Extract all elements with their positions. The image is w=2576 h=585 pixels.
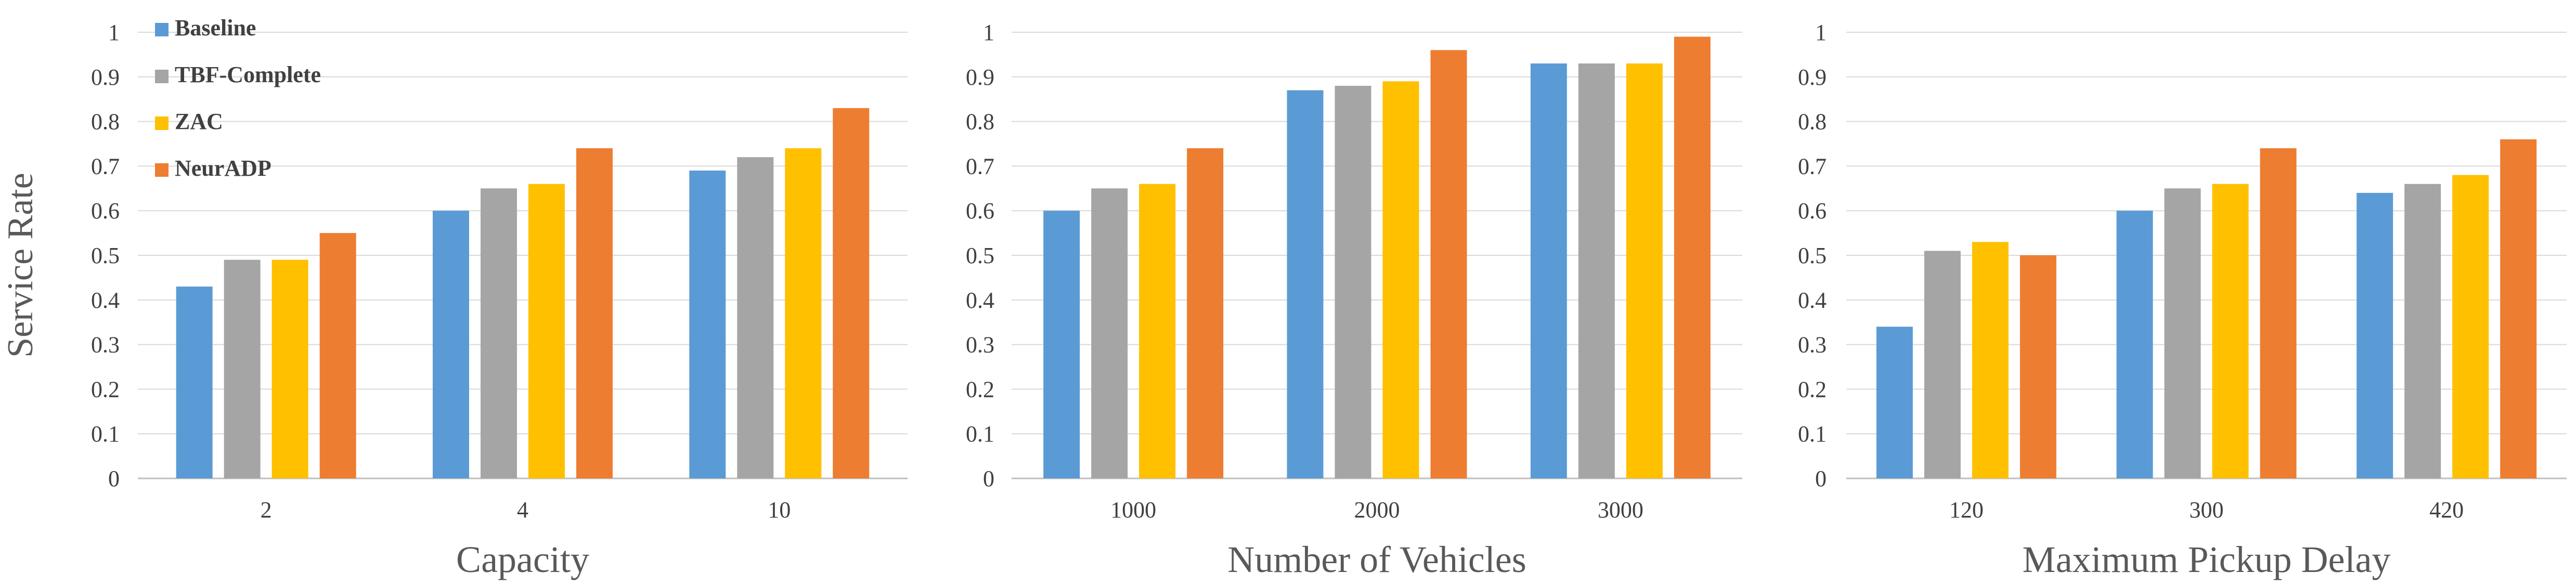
chart-panel-1: 0 0.1 0.2 0.3 0.4 0.5 0.6 0.7 0.8 0.9 1 2 4 10 Capacit… <box>91 20 908 580</box>
bar-neuradp <box>2020 255 2056 478</box>
y-tick-label: 0.8 <box>966 109 994 135</box>
y-tick-label: 0.6 <box>1798 198 1827 224</box>
x-tick-label: 420 <box>2429 497 2464 523</box>
bar-zac <box>271 259 308 478</box>
y-tick-label: 0.2 <box>1798 376 1827 402</box>
bar-tbf-complete <box>224 259 261 478</box>
y-tick-label: 1 <box>983 20 994 45</box>
x-tick-label: 300 <box>2190 497 2224 523</box>
y-tick-label: 0.7 <box>91 153 120 179</box>
bar-baseline <box>1287 90 1324 479</box>
bar-baseline <box>2357 192 2393 478</box>
y-tick-label: 0.3 <box>966 332 994 358</box>
bar-neuradp <box>1187 148 1224 479</box>
x-tick-label: 3000 <box>1598 497 1643 523</box>
y-tick-label: 0 <box>983 466 994 491</box>
chart-panel-3: 0 0.1 0.2 0.3 0.4 0.5 0.6 0.7 0.8 0.9 1 120 300 420 Ma… <box>1798 20 2567 580</box>
bar-baseline <box>1043 211 1080 478</box>
bar-zac <box>785 148 822 479</box>
y-tick-label: 0.9 <box>1798 64 1827 90</box>
chart-panel-2: 0 0.1 0.2 0.3 0.4 0.5 0.6 0.7 0.8 0.9 1 1000 2000 300… <box>966 20 1742 580</box>
y-axis-label: Service Rate <box>1 173 41 358</box>
y-tick-label: 0.5 <box>1798 243 1827 268</box>
x-axis-label: Capacity <box>456 539 589 580</box>
legend-label: ZAC <box>175 109 223 134</box>
bar-tbf-complete <box>1924 251 1961 478</box>
y-tick-label: 0.5 <box>91 243 120 268</box>
bar-neuradp <box>2260 148 2297 479</box>
y-tick-label: 0.7 <box>966 153 994 179</box>
legend-swatch <box>155 163 169 177</box>
y-tick-label: 0.8 <box>91 109 120 135</box>
bar-neuradp <box>833 108 870 479</box>
y-tick-label: 0.3 <box>1798 332 1827 358</box>
bar-baseline <box>2116 211 2153 478</box>
y-tick-label: 0.5 <box>966 243 994 268</box>
y-tick-label: 0.4 <box>91 288 120 313</box>
y-tick-label: 0.2 <box>91 376 120 402</box>
y-tick-label: 0 <box>1815 466 1827 491</box>
bar-tbf-complete <box>737 157 774 478</box>
bar-neuradp <box>1674 36 1711 478</box>
y-tick-label: 0 <box>108 466 120 491</box>
x-tick-label: 10 <box>768 497 791 523</box>
y-tick-label: 0.1 <box>1798 421 1827 447</box>
y-tick-label: 1 <box>108 20 120 45</box>
bar-baseline <box>433 211 469 478</box>
y-tick-label: 0.2 <box>966 376 994 402</box>
bar-tbf-complete <box>481 188 517 478</box>
bar-zac <box>528 184 565 479</box>
y-tick-label: 0.9 <box>91 64 120 90</box>
bar-baseline <box>1530 63 1567 478</box>
x-axis-label: Number of Vehicles <box>1227 539 1526 580</box>
bar-baseline <box>689 170 726 479</box>
x-tick-label: 2 <box>261 497 272 523</box>
bar-tbf-complete <box>2404 184 2441 479</box>
x-tick-label: 120 <box>1949 497 1984 523</box>
bar-baseline <box>1876 327 1913 478</box>
bar-zac <box>2452 175 2489 478</box>
y-tick-label: 0.4 <box>966 288 994 313</box>
bar-zac <box>1972 242 2009 478</box>
y-tick-label: 0.6 <box>91 198 120 224</box>
y-tick-label: 0.4 <box>1798 288 1827 313</box>
legend-label: Baseline <box>175 15 256 41</box>
y-tick-label: 0.9 <box>966 64 994 90</box>
x-tick-label: 4 <box>517 497 528 523</box>
bar-baseline <box>176 287 213 478</box>
legend-swatch <box>155 116 169 130</box>
y-tick-label: 0.6 <box>966 198 994 224</box>
bar-zac <box>2212 184 2249 479</box>
bar-tbf-complete <box>2164 188 2201 478</box>
bar-neuradp <box>576 148 613 479</box>
bar-tbf-complete <box>1091 188 1128 478</box>
bar-tbf-complete <box>1335 85 1371 478</box>
bar-zac <box>1382 81 1419 478</box>
x-axis-label: Maximum Pickup Delay <box>2023 539 2391 580</box>
bar-zac <box>1139 184 1176 479</box>
y-tick-label: 0.1 <box>91 421 120 447</box>
y-tick-label: 0.3 <box>91 332 120 358</box>
y-tick-label: 0.1 <box>966 421 994 447</box>
legend: Baseline TBF-Complete ZAC NeurADP <box>155 15 321 181</box>
legend-label: TBF-Complete <box>175 62 321 87</box>
y-tick-label: 0.7 <box>1798 153 1827 179</box>
bar-neuradp <box>2500 139 2537 478</box>
y-tick-label: 1 <box>1815 20 1827 45</box>
bar-neuradp <box>1430 50 1467 478</box>
legend-swatch <box>155 70 169 83</box>
bar-neuradp <box>319 233 356 478</box>
y-tick-label: 0.8 <box>1798 109 1827 135</box>
bar-tbf-complete <box>1578 63 1615 478</box>
charts: 00.10.20.30.40.50.60.70.80.912 4 10Capacit… <box>91 20 2567 580</box>
bar-zac <box>1626 63 1663 478</box>
x-tick-label: 2000 <box>1354 497 1400 523</box>
legend-swatch <box>155 23 169 36</box>
x-tick-label: 1000 <box>1110 497 1156 523</box>
legend-label: NeurADP <box>175 155 271 181</box>
